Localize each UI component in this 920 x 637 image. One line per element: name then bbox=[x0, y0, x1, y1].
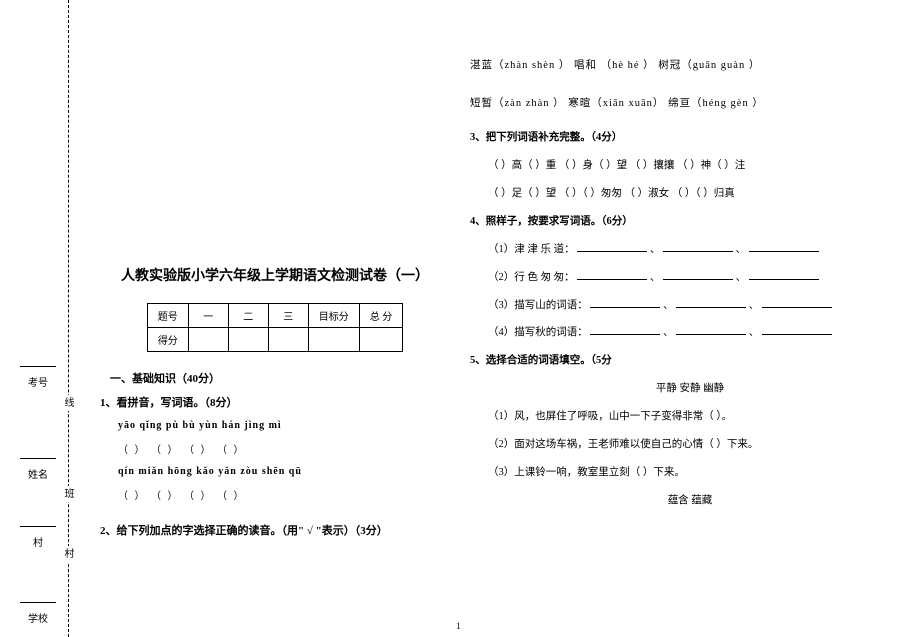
q2-row-1: 湛蓝（zhàn shèn ） 唱和 （hè hé ） 树冠（guān guàn … bbox=[470, 56, 910, 76]
blank bbox=[676, 323, 746, 335]
q3-line-2: （ ）足（ ）望 （ ）（ ）匆匆 （ ）淑女 （ ）（ ）归真 bbox=[488, 184, 910, 204]
q4-item-3: （3）描写山的词语： 、 、 bbox=[488, 296, 910, 316]
section-1-heading: 一、基础知识（40分） bbox=[110, 370, 450, 386]
q3-line-1: （ ）高（ ）重 （ ）身（ ）望 （ ）攘攘 （ ）神（ ）注 bbox=[488, 156, 910, 176]
page-number: 1 bbox=[456, 621, 461, 631]
question-3: 3、把下列词语补充完整。（4分） bbox=[470, 128, 910, 148]
score-table: 题号 一 二 三 目标分 总 分 得分 bbox=[147, 303, 404, 352]
q4-item-1: （1）津 津 乐 道： 、 、 bbox=[488, 240, 910, 260]
blank bbox=[590, 323, 660, 335]
blank bbox=[749, 268, 819, 280]
blank bbox=[577, 240, 647, 252]
th-1: 一 bbox=[188, 304, 228, 328]
cell-blank bbox=[188, 328, 228, 352]
pinyin-row-1: yāo qǐng pù bù yùn hán jìng mì bbox=[118, 420, 450, 431]
left-content: 人教实验版小学六年级上学期语文检测试卷（一） 题号 一 二 三 目标分 总 分 … bbox=[100, 265, 450, 544]
table-row: 题号 一 二 三 目标分 总 分 bbox=[147, 304, 403, 328]
q5-item-3: （3）上课铃一响，教室里立刻（ ）下来。 bbox=[488, 463, 910, 483]
table-row: 得分 bbox=[147, 328, 403, 352]
paren-row-2: （ ） （ ） （ ） （ ） bbox=[118, 487, 450, 502]
th-2: 二 bbox=[228, 304, 268, 328]
right-content: 湛蓝（zhàn shèn ） 唱和 （hè hé ） 树冠（guān guàn … bbox=[470, 48, 910, 519]
cell-blank bbox=[228, 328, 268, 352]
q4-2-label: （2）行 色 匆 匆： bbox=[488, 272, 575, 283]
blank bbox=[749, 240, 819, 252]
q4-item-2: （2）行 色 匆 匆： 、 、 bbox=[488, 268, 910, 288]
cell-blank bbox=[359, 328, 403, 352]
q4-item-4: （4）描写秋的词语： 、 、 bbox=[488, 323, 910, 343]
question-1: 1、看拼音，写词语。（8分） bbox=[100, 394, 450, 410]
q5-words-2: 蕴含 蕴藏 bbox=[470, 491, 910, 511]
q5-words: 平静 安静 幽静 bbox=[470, 379, 910, 399]
blank bbox=[663, 240, 733, 252]
blank bbox=[762, 296, 832, 308]
q4-1-label: （1）津 津 乐 道： bbox=[488, 244, 575, 255]
row-label: 得分 bbox=[147, 328, 188, 352]
paren-row-1: （ ） （ ） （ ） （ ） bbox=[118, 441, 450, 456]
th-3: 三 bbox=[268, 304, 308, 328]
blank bbox=[676, 296, 746, 308]
q4-3-label: （3）描写山的词语： bbox=[488, 300, 588, 311]
blank bbox=[590, 296, 660, 308]
cell-blank bbox=[308, 328, 359, 352]
blank bbox=[663, 268, 733, 280]
right-page: 湛蓝（zhàn shèn ） 唱和 （hè hé ） 树冠（guān guàn … bbox=[460, 0, 920, 637]
q2-row-2: 短暂（zàn zhàn ） 寒暄（xiān xuān） 绵亘（héng gèn … bbox=[470, 94, 910, 114]
question-2: 2、给下列加点的字选择正确的读音。（用" √ "表示）（3分） bbox=[100, 522, 450, 538]
th-total: 总 分 bbox=[359, 304, 403, 328]
th-target: 目标分 bbox=[308, 304, 359, 328]
th-num: 题号 bbox=[147, 304, 188, 328]
pinyin-row-2: qín miǎn hōng kǎo yǎn zòu shēn qū bbox=[118, 466, 450, 477]
exam-title: 人教实验版小学六年级上学期语文检测试卷（一） bbox=[100, 265, 450, 285]
q5-item-1: （1）风，也屏住了呼吸，山中一下子变得非常（ ）。 bbox=[488, 407, 910, 427]
blank bbox=[577, 268, 647, 280]
question-4: 4、照样子，按要求写词语。（6分） bbox=[470, 212, 910, 232]
cell-blank bbox=[268, 328, 308, 352]
left-page: 人教实验版小学六年级上学期语文检测试卷（一） 题号 一 二 三 目标分 总 分 … bbox=[0, 0, 460, 637]
q5-item-2: （2）面对这场车祸，王老师难以使自己的心情（ ）下来。 bbox=[488, 435, 910, 455]
q4-4-label: （4）描写秋的词语： bbox=[488, 327, 588, 338]
blank bbox=[762, 323, 832, 335]
question-5: 5、选择合适的词语填空。（5分 bbox=[470, 351, 910, 371]
